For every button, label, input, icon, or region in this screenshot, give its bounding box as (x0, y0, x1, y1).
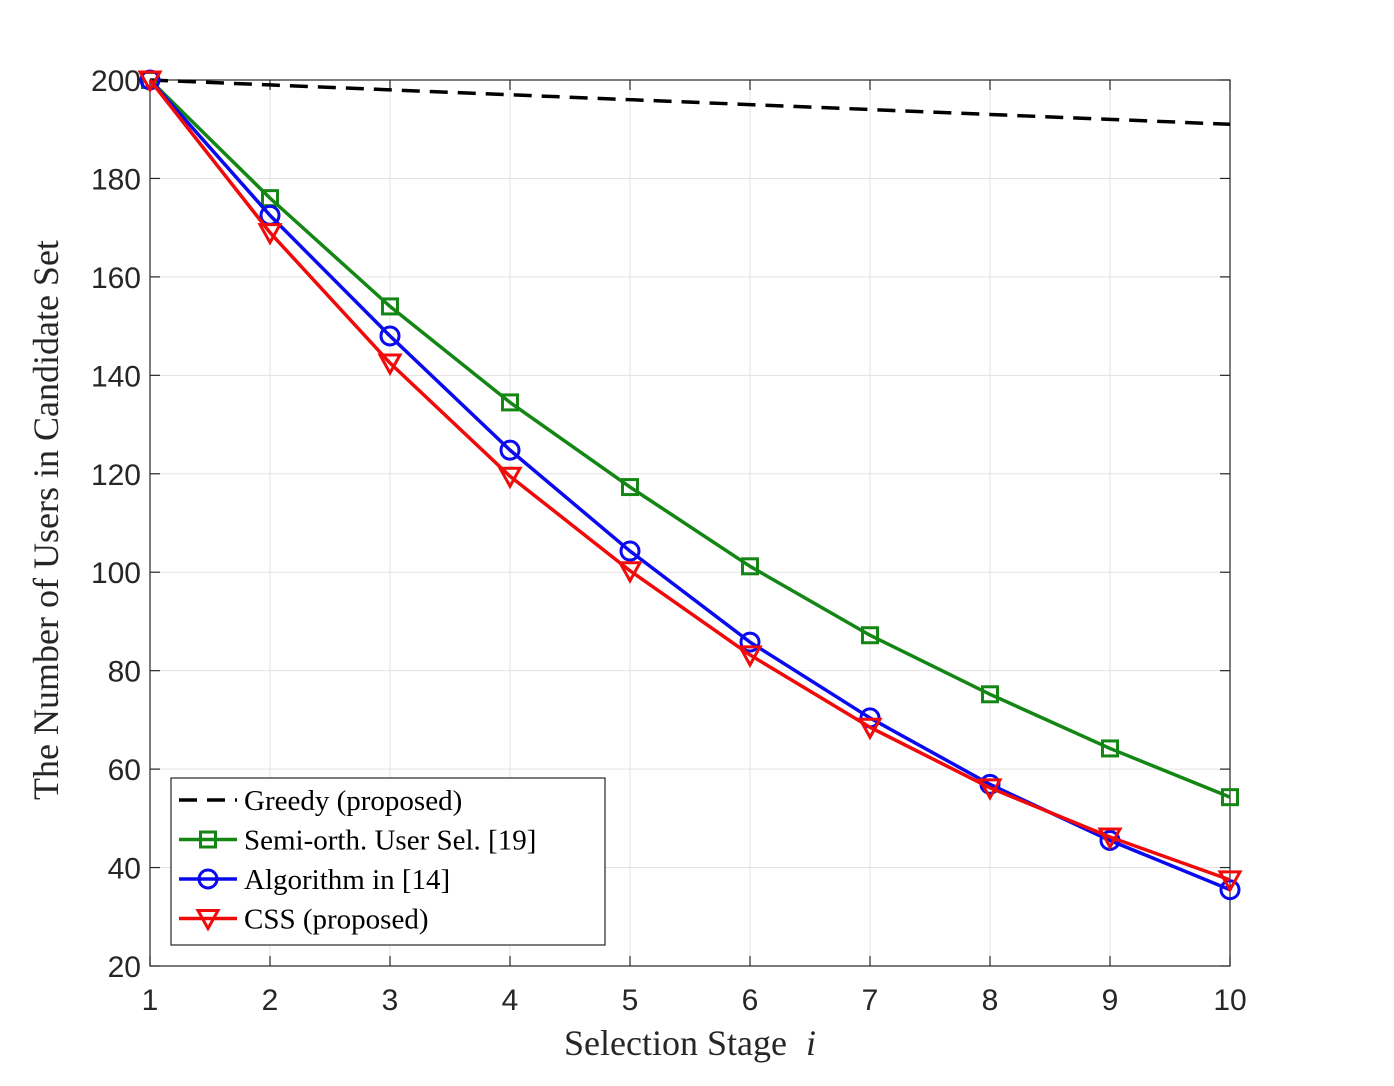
x-tick-label: 8 (982, 984, 999, 1017)
series-3-point (617, 561, 643, 584)
series-3-point (977, 778, 1003, 801)
x-tick-label: 7 (862, 984, 879, 1017)
series-1-point (381, 297, 399, 316)
x-tick-label: 6 (742, 984, 759, 1017)
x-tick-label: 4 (502, 984, 519, 1017)
axis-ticks: 1 2 3 4 5 6 7 8 9 10 20 40 60 80 100 120 140 160 180 200 (91, 65, 1247, 1017)
series-1-point (621, 478, 639, 497)
x-tick-label: 2 (262, 984, 279, 1017)
series-layer (137, 69, 1243, 901)
legend-entry-3: CSS (proposed) (244, 904, 428, 936)
x-axis-label-text: Selection Stage (564, 1023, 787, 1063)
legend-marker-2 (197, 868, 219, 890)
series-1-point (981, 685, 999, 704)
y-tick-label: 140 (91, 360, 141, 393)
x-axis-label: Selection Stage i (564, 1023, 816, 1063)
legend-entry-0: Greedy (proposed) (244, 785, 462, 817)
series-1-point (861, 626, 879, 645)
series-3-point (1097, 827, 1123, 851)
legend: Greedy (proposed) Semi-orth. User Sel. [1… (170, 777, 606, 946)
series-2-point (1219, 879, 1241, 901)
series-3-point (1217, 870, 1243, 893)
series-3-point (257, 223, 283, 246)
x-tick-label: 1 (142, 984, 159, 1017)
series-1-point (501, 393, 519, 412)
legend-entry-1: Semi-orth. User Sel. [19] (244, 825, 536, 857)
y-tick-label: 60 (108, 754, 141, 787)
series-2-point (619, 540, 641, 562)
series-1 (141, 71, 1239, 807)
legend-entry-2: Algorithm in [14] (244, 864, 450, 896)
series-3-point (497, 466, 523, 490)
series-2-point (499, 439, 521, 461)
y-tick-label: 100 (91, 557, 141, 590)
series-3-line (148, 78, 1231, 882)
y-axis-label: The Number of Users in Candidate Set (26, 240, 66, 800)
series-0 (149, 78, 1231, 127)
plot-frame (149, 79, 1231, 967)
y-tick-label: 80 (108, 656, 141, 689)
series-1-point (1101, 739, 1119, 758)
series-2-line (148, 78, 1231, 892)
legend-box (170, 777, 606, 946)
series-2-point (739, 631, 761, 653)
legend-marker-3 (195, 909, 221, 932)
series-2 (139, 69, 1241, 901)
y-tick-label: 120 (91, 459, 141, 492)
series-3-point (137, 70, 163, 94)
y-tick-label: 40 (108, 853, 141, 886)
series-3-point (377, 353, 403, 377)
series-2-point (379, 325, 401, 347)
series-3 (137, 70, 1243, 893)
series-1-point (741, 557, 759, 576)
legend-marker-1 (199, 830, 217, 849)
y-tick-label: 200 (91, 65, 141, 98)
x-tick-label: 9 (1102, 984, 1119, 1017)
series-1-point (1221, 788, 1239, 807)
series-3-point (857, 717, 883, 741)
y-tick-label: 20 (108, 951, 141, 984)
series-0-line (149, 78, 1231, 127)
y-tick-label: 180 (91, 163, 141, 196)
series-1-line (148, 78, 1231, 799)
x-tick-label: 10 (1213, 984, 1246, 1017)
x-tick-label: 3 (382, 984, 399, 1017)
y-tick-label: 160 (91, 262, 141, 295)
x-tick-label: 5 (622, 984, 639, 1017)
series-3-point (737, 645, 763, 669)
x-axis-label-variable: i (806, 1023, 816, 1063)
